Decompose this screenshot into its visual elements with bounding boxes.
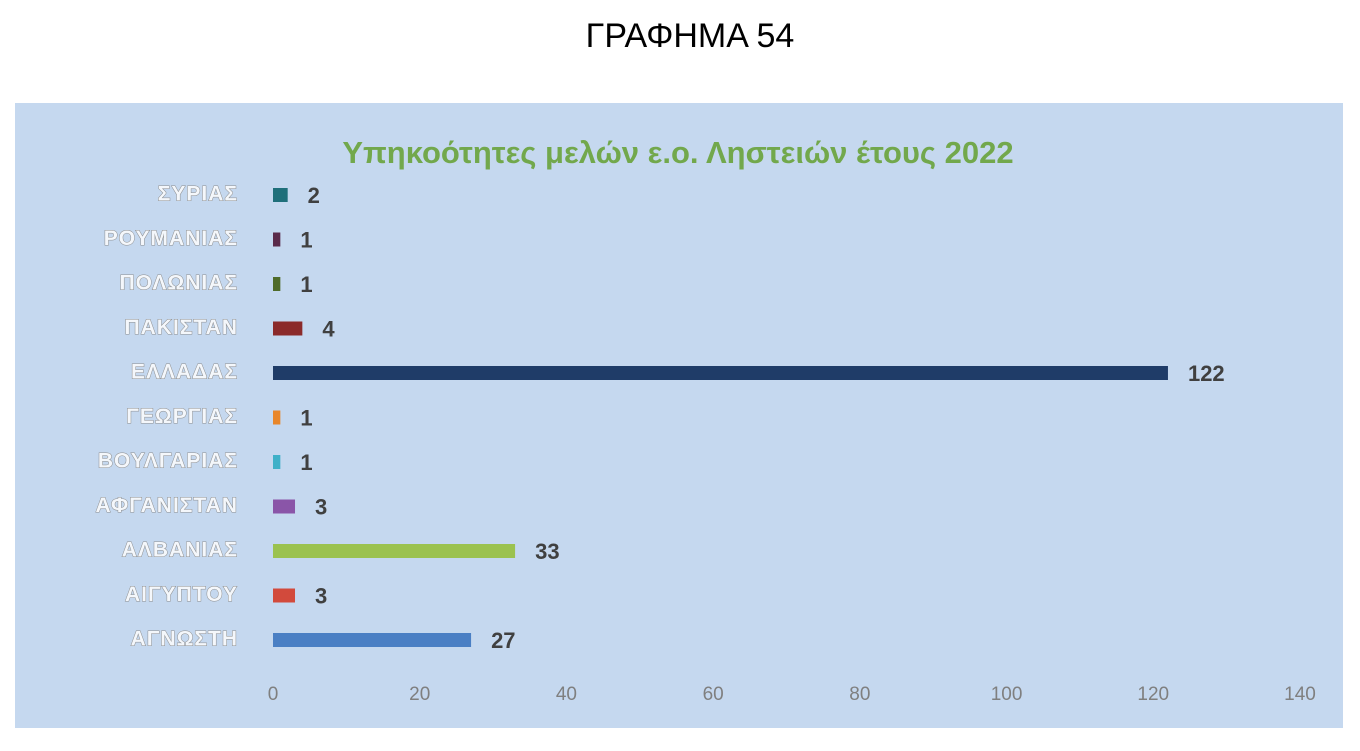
bar xyxy=(273,544,516,558)
y-tick-label: ΑΙΓΥΠΤΟΥ xyxy=(125,583,238,606)
value-label: 122 xyxy=(1188,361,1225,386)
x-tick-label: 40 xyxy=(556,684,577,705)
chart-panel xyxy=(15,103,1343,728)
bar xyxy=(273,321,303,336)
x-tick-label: 20 xyxy=(409,684,430,705)
y-tick-label: ΑΦΓΑΝΙΣΤΑΝ xyxy=(95,494,238,517)
bar xyxy=(273,499,296,514)
x-tick-label: 0 xyxy=(268,684,279,705)
x-tick-label: 120 xyxy=(1137,684,1169,705)
y-tick-label: ΕΛΛΑΔΑΣ xyxy=(131,361,238,384)
value-label: 4 xyxy=(322,316,335,341)
bar xyxy=(273,366,1168,380)
y-tick-label: ΑΓΝΩΣΤΗ xyxy=(131,628,238,651)
x-tick-label: 60 xyxy=(703,684,724,705)
value-label: 33 xyxy=(535,539,559,564)
y-tick-label: ΠΟΛΩΝΙΑΣ xyxy=(119,272,238,295)
bar xyxy=(273,455,281,469)
x-tick-label: 100 xyxy=(991,684,1023,705)
value-label: 3 xyxy=(315,494,327,519)
y-tick-label: ΣΥΡΙΑΣ xyxy=(158,183,238,206)
value-label: 3 xyxy=(315,583,327,608)
y-tick-label: ΓΕΩΡΓΙΑΣ xyxy=(126,405,238,428)
bar xyxy=(273,588,296,603)
bar xyxy=(273,633,472,647)
page-heading: ΓΡΑΦΗΜΑ 54 xyxy=(586,17,795,55)
bar xyxy=(273,188,288,202)
value-label: 1 xyxy=(300,227,312,252)
value-label: 1 xyxy=(300,450,312,475)
y-tick-label: ΑΛΒΑΝΙΑΣ xyxy=(122,539,238,562)
y-tick-label: ΒΟΥΛΓΑΡΙΑΣ xyxy=(98,450,238,473)
bar xyxy=(273,232,281,247)
value-label: 2 xyxy=(308,183,320,208)
bar xyxy=(273,410,281,425)
y-tick-label: ΡΟΥΜΑΝΙΑΣ xyxy=(104,227,238,250)
chart-title: Υπηκοότητες μελών ε.ο. Ληστειών έτους 20… xyxy=(342,135,1013,170)
y-tick-label: ΠΑΚΙΣΤΑΝ xyxy=(124,316,238,339)
value-label: 27 xyxy=(491,628,515,653)
x-tick-label: 140 xyxy=(1284,684,1316,705)
x-tick-label: 80 xyxy=(849,684,870,705)
bar xyxy=(273,277,281,291)
value-label: 1 xyxy=(300,405,312,430)
value-label: 1 xyxy=(300,272,312,297)
